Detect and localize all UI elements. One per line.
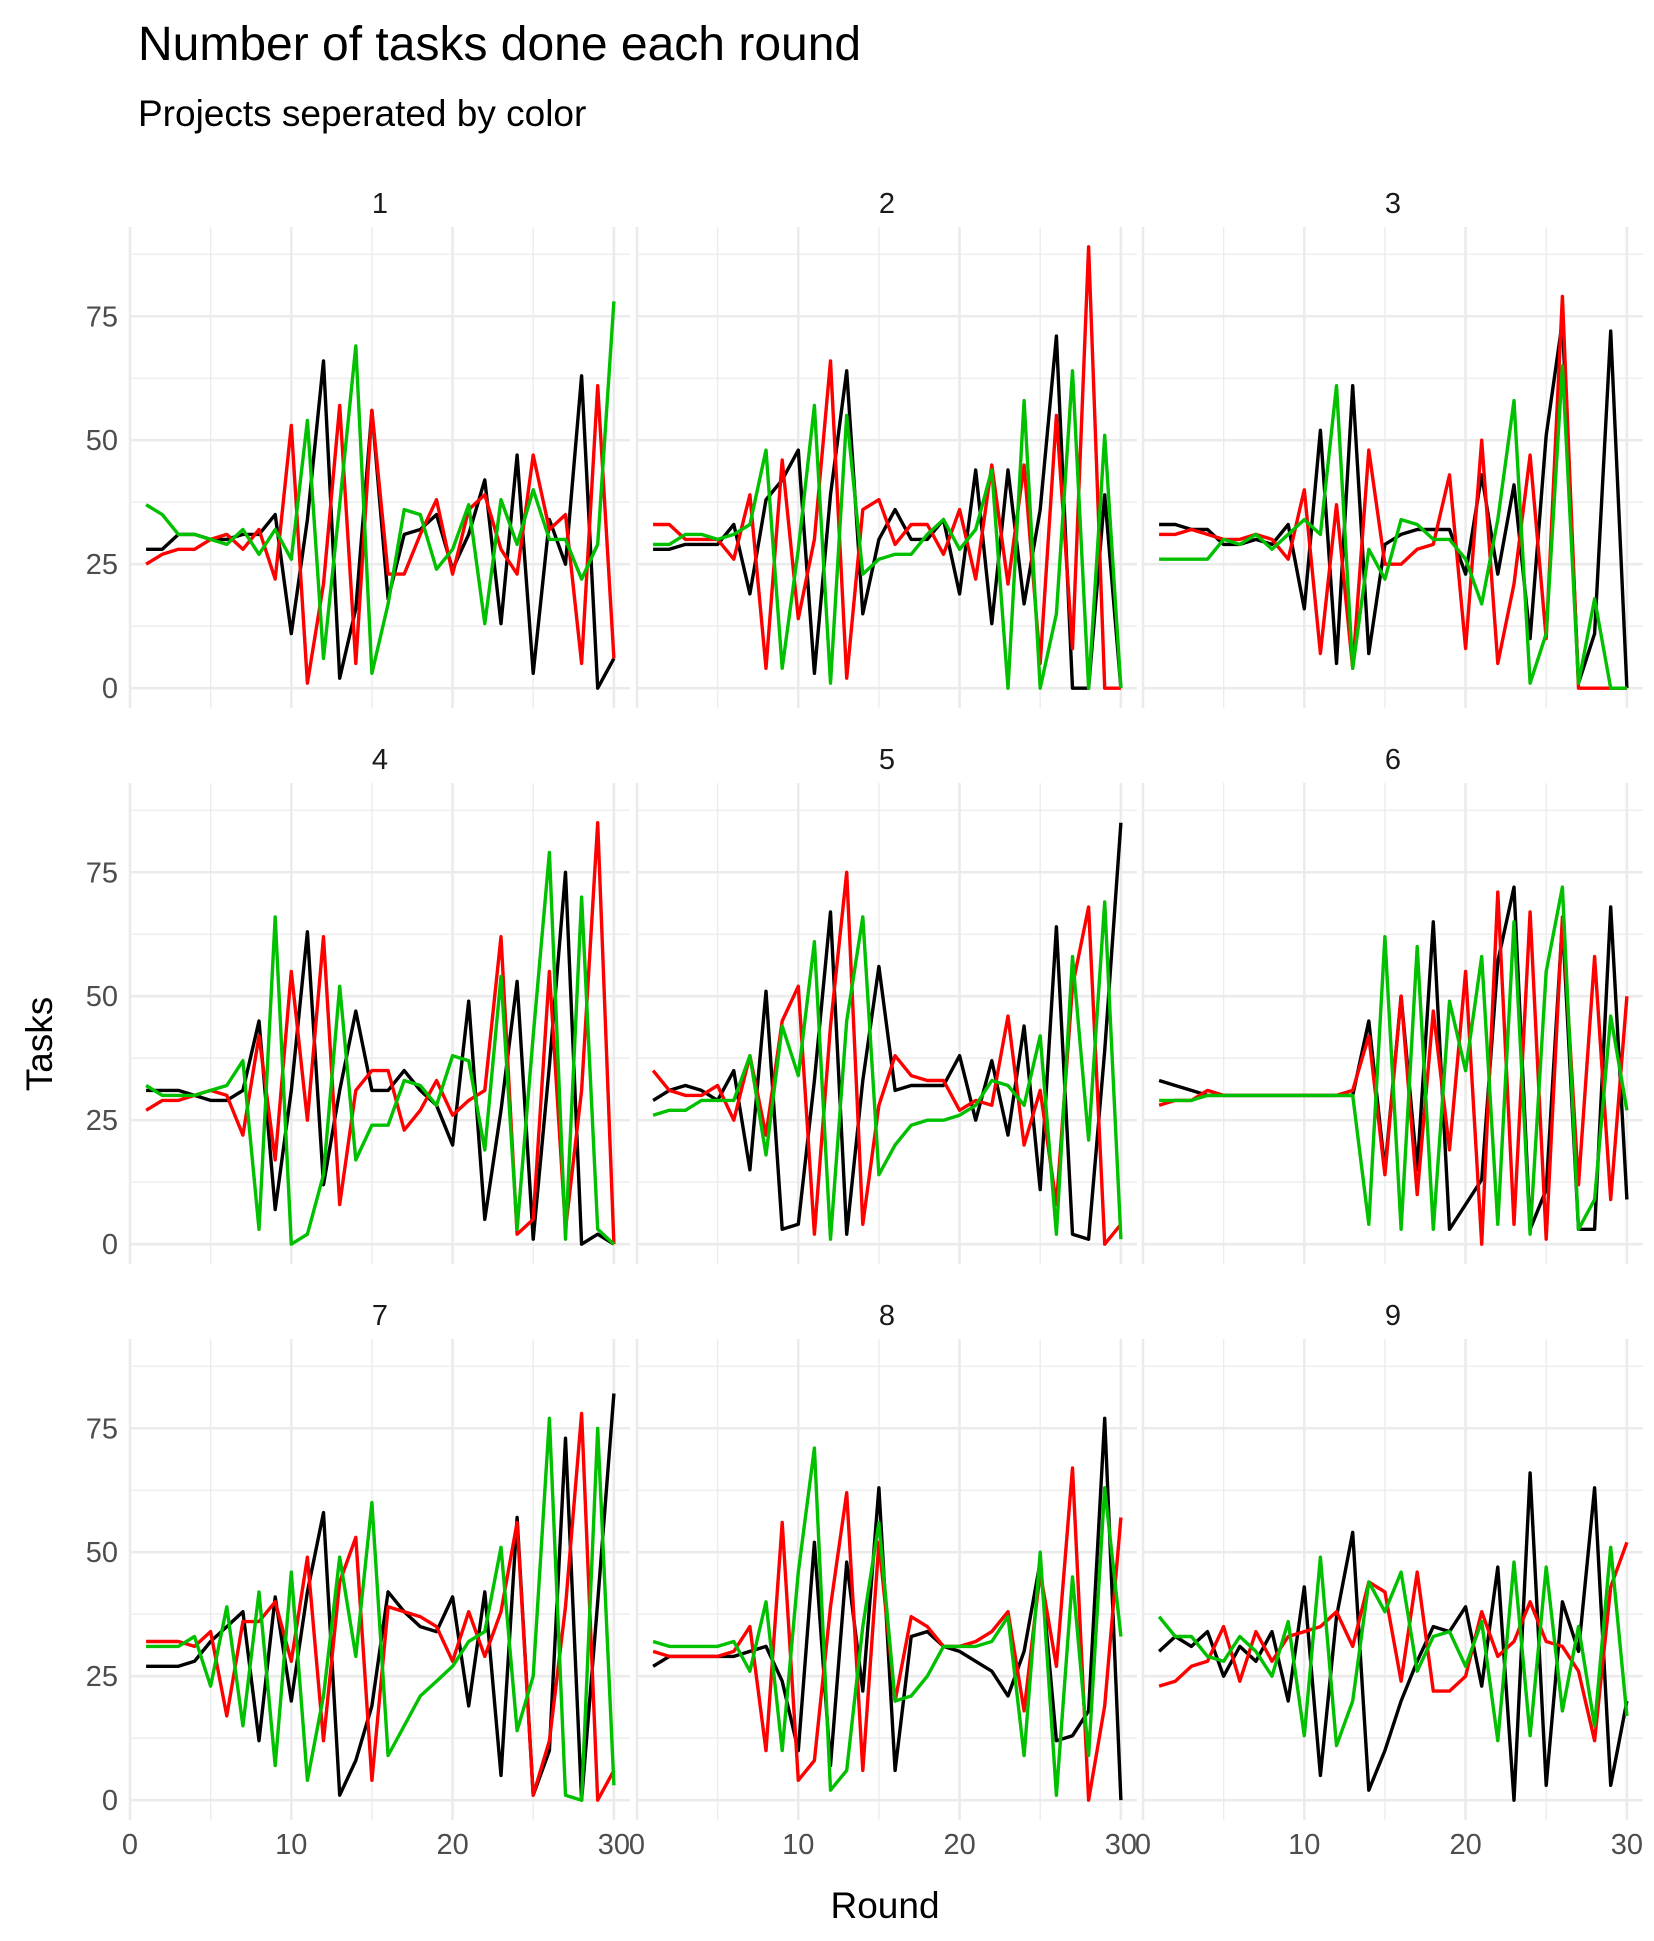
series-line-1 [652, 822, 1123, 1241]
facet-panel-1: 1 0 25 50 75 [86, 188, 630, 708]
series-line-2 [145, 821, 616, 1245]
x-tick-label: 0 [1135, 1829, 1151, 1861]
series-line-3 [652, 1446, 1123, 1797]
series-line-3 [652, 900, 1123, 1241]
x-tick-label: 10 [782, 1829, 814, 1861]
facet-label: 4 [372, 744, 388, 776]
x-tick-label: 0 [122, 1829, 138, 1861]
chart-subtitle: Projects seperated by color [138, 93, 586, 134]
series-line-2 [146, 1411, 616, 1802]
chart-title: Number of tasks done each round [138, 18, 861, 71]
series-line-3 [1157, 1545, 1629, 1748]
series-line-2 [145, 384, 616, 685]
facet-label: 9 [1385, 1300, 1401, 1332]
y-tick-label: 25 [86, 1105, 118, 1137]
x-tick-label: 20 [1449, 1829, 1481, 1861]
x-tick-label: 30 [1105, 1829, 1137, 1861]
facet-label: 3 [1385, 188, 1401, 220]
x-tick-label: 10 [1288, 1829, 1320, 1861]
series-line-3 [145, 850, 616, 1246]
series-line-1 [1159, 319, 1629, 689]
series-line-3 [1159, 364, 1627, 690]
y-axis-title: Tasks [19, 997, 60, 1092]
series-line-2 [651, 870, 1123, 1246]
series-line-1 [146, 1393, 616, 1802]
facet-label: 8 [879, 1300, 895, 1332]
x-tick-label: 30 [598, 1829, 630, 1861]
series-line-3 [146, 1416, 616, 1802]
x-axis-title: Round [830, 1885, 939, 1926]
series-line-2 [652, 1466, 1123, 1802]
y-tick-label: 0 [102, 1229, 118, 1261]
facet-label: 7 [372, 1300, 388, 1332]
facet-label: 2 [879, 188, 895, 220]
facet-panel-5: 5 [635, 744, 1137, 1264]
facet-panel-8: 8 0 10 20 30 [629, 1300, 1137, 1861]
series-line-2 [1158, 1541, 1629, 1743]
x-tick-label: 20 [436, 1829, 468, 1861]
y-tick-label: 75 [86, 1413, 118, 1445]
y-tick-label: 75 [86, 857, 118, 889]
facet-panel-2: 2 [635, 188, 1137, 708]
series-line-3 [1159, 885, 1629, 1236]
facet-panel-3: 3 [1141, 188, 1643, 708]
series-line-2 [653, 245, 1121, 690]
x-tick-label: 0 [629, 1829, 645, 1861]
facet-label: 5 [879, 744, 895, 776]
series-line-1 [1157, 1471, 1629, 1802]
y-tick-label: 0 [102, 1785, 118, 1817]
facet-panel-4: 4 0 25 50 75 [86, 744, 630, 1264]
y-tick-label: 25 [86, 1661, 118, 1693]
facet-panel-9: 9 0 10 20 30 [1135, 1300, 1643, 1861]
y-tick-label: 75 [86, 301, 118, 333]
series-line-3 [145, 301, 616, 675]
series-line-3 [653, 369, 1123, 690]
x-tick-label: 20 [943, 1829, 975, 1861]
x-tick-label: 30 [1611, 1829, 1643, 1861]
y-tick-label: 0 [102, 673, 118, 705]
facet-panel-6: 6 [1141, 744, 1643, 1264]
y-tick-label: 50 [86, 1537, 118, 1569]
y-tick-label: 50 [86, 981, 118, 1013]
y-tick-label: 50 [86, 425, 118, 457]
y-tick-label: 25 [86, 549, 118, 581]
x-tick-label: 10 [275, 1829, 307, 1861]
facet-panel-7: 7 0 25 50 75 0 10 20 30 [86, 1300, 630, 1861]
facet-label: 6 [1385, 744, 1401, 776]
series-line-1 [146, 870, 615, 1246]
facet-label: 1 [372, 188, 388, 220]
